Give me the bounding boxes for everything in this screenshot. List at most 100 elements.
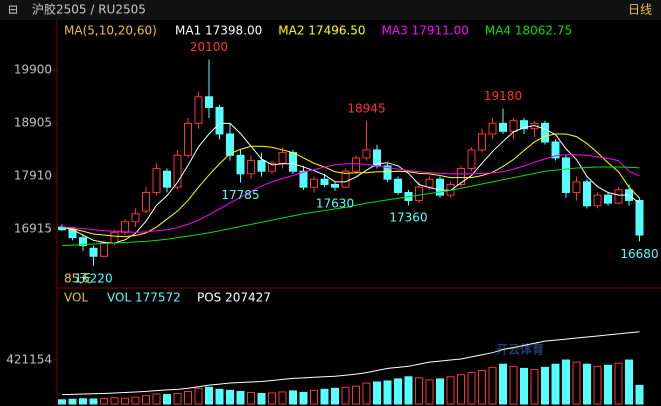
volume-bar [457,374,465,405]
ma-line [61,133,640,238]
volume-label: VOL 177572 [107,291,181,305]
candle-body [205,96,213,108]
candle-body [562,157,570,193]
legend-title: MA(5,10,20,60) [64,24,157,38]
legend-entry: MA4 18062.75 [485,24,572,38]
volume-bar [415,377,423,405]
ma-line [61,122,640,244]
candle-body [331,184,339,188]
volume-bar [68,398,77,405]
volume-bar [205,386,213,405]
candle-body [520,120,528,130]
period[interactable]: 日线 [628,3,652,17]
candle-body [509,120,518,132]
volume-title: VOL [64,291,88,305]
candle-body [299,170,308,188]
volume-bar [236,390,245,405]
volume-bar [215,388,224,405]
y-tick-label: 16915 [14,221,52,235]
candle-body [236,154,245,175]
candle-body [121,221,129,233]
candle-body [604,194,612,204]
volume-bar [289,390,297,405]
pos-label: POS 207427 [197,291,271,305]
volume-bar [572,361,581,405]
volume-bar [530,368,539,405]
volume-bar [89,398,98,405]
volume-bar [121,397,129,405]
candle-body [488,122,497,135]
high-annotation: 19180 [484,89,522,103]
symbol: 沪胶2505 / RU2505 [32,2,146,17]
y-tick-label: 17910 [14,168,52,182]
candle-body [551,141,560,159]
candle-body [184,122,192,156]
volume-bar [541,366,549,405]
volume-bar [110,397,119,405]
legend-entry: MA2 17496.50 [278,24,365,38]
volume-bar [331,387,339,405]
candle-body [352,157,360,172]
volume-bar [373,381,381,405]
candle-body [110,231,119,244]
volume-bar [394,378,402,405]
volume-bar [131,396,140,405]
volume-bar [299,391,308,405]
candle-body [257,160,266,172]
volume-bar [268,392,276,405]
volume-bar [142,395,150,405]
candle-body [415,186,423,201]
y-tick-label: 19900 [14,63,52,77]
legend-entry: MA3 17911.00 [382,24,469,38]
candle-body [541,122,549,143]
volume-bar [436,378,444,405]
candle-body [89,247,98,257]
candle-body [593,194,602,207]
volume-bar [583,363,591,405]
candle-body [215,106,224,135]
volume-bar [499,363,507,405]
candle-body [572,181,581,193]
candle-body [310,178,318,188]
candle-body [362,149,371,159]
volume-bar [404,376,413,405]
volume-bar [310,389,318,405]
candle-body [425,178,434,188]
volume-bar [614,362,623,405]
span-label: 85天 [64,272,91,286]
volume-bar [562,359,570,405]
candle-body [278,152,287,164]
low-annotation: 17360 [389,211,427,225]
candle-body [436,178,444,196]
candle-body [173,154,182,188]
low-annotation: 17785 [221,188,259,202]
volume-bar [194,387,203,405]
high-annotation: 18945 [347,101,385,115]
candle-body [152,168,161,193]
volume-bar [467,372,476,405]
volume-bar [593,365,602,405]
candle-body [289,152,297,172]
volume-bar [362,382,371,405]
volume-bar [446,376,455,405]
volume-bar [488,366,497,405]
candle-body [79,237,87,247]
volume-bar [58,399,66,405]
volume-bar [341,386,350,405]
legend-entry: MA1 17398.00 [175,24,262,38]
candle-body [478,133,486,151]
y-tick-label: 18905 [14,116,52,130]
volume-bar [478,369,486,405]
volume-bar [173,393,182,405]
candle-body [341,170,350,188]
candle-body [142,191,150,212]
pos-line [61,331,640,396]
menu-icon[interactable]: ⊟ [8,3,18,17]
volume-bar [79,398,87,405]
ma-line [61,154,640,233]
candle-body [268,162,276,172]
candle-body [247,160,255,175]
candle-body [457,168,465,186]
